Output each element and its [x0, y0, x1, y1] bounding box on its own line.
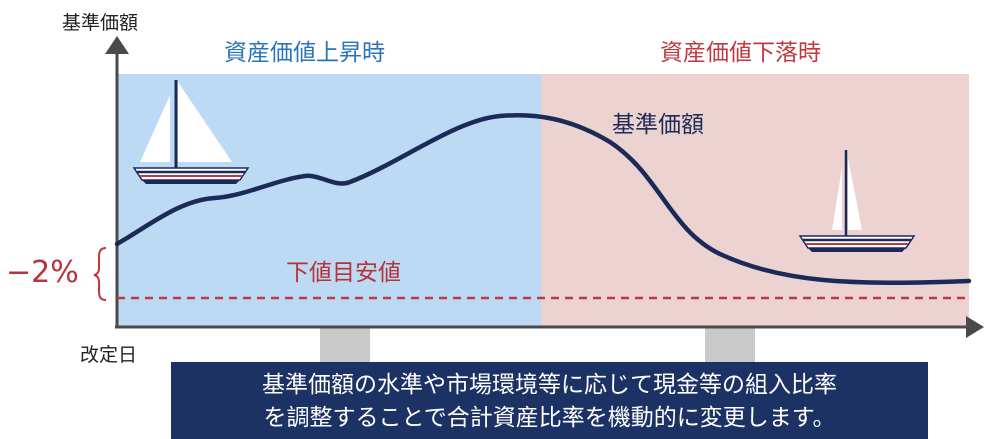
nav-line — [114, 112, 972, 286]
y-axis-arrow — [105, 36, 129, 54]
fall-region-label: 資産価値下落時 — [660, 40, 821, 66]
rise-region-label: 資産価値上昇時 — [224, 40, 385, 66]
x-axis-arrow — [966, 316, 984, 338]
nav-line-label: 基準価額 — [612, 112, 704, 138]
x-axis-label: 改定日 — [80, 344, 138, 366]
y-axis-label: 基準価額 — [62, 12, 139, 34]
small-sailboat-icon — [798, 150, 916, 252]
caption-line-2: を調整することで合計資産比率を機動的に変更します。 — [263, 405, 836, 431]
revision-marker-2 — [705, 328, 755, 362]
offset-brace — [93, 247, 107, 301]
caption-box: 基準価額の水準や市場環境等に応じて現金等の組入比率 を調整することで合計資産比率… — [171, 362, 928, 439]
fall-region-bg — [541, 74, 969, 326]
caption-line-1: 基準価額の水準や市場環境等に応じて現金等の組入比率 — [262, 372, 837, 398]
floor-label: 下値目安値 — [286, 260, 401, 286]
large-sailboat-icon — [132, 80, 250, 184]
revision-marker-1 — [320, 328, 370, 362]
offset-percent-label: −2% — [6, 255, 79, 290]
